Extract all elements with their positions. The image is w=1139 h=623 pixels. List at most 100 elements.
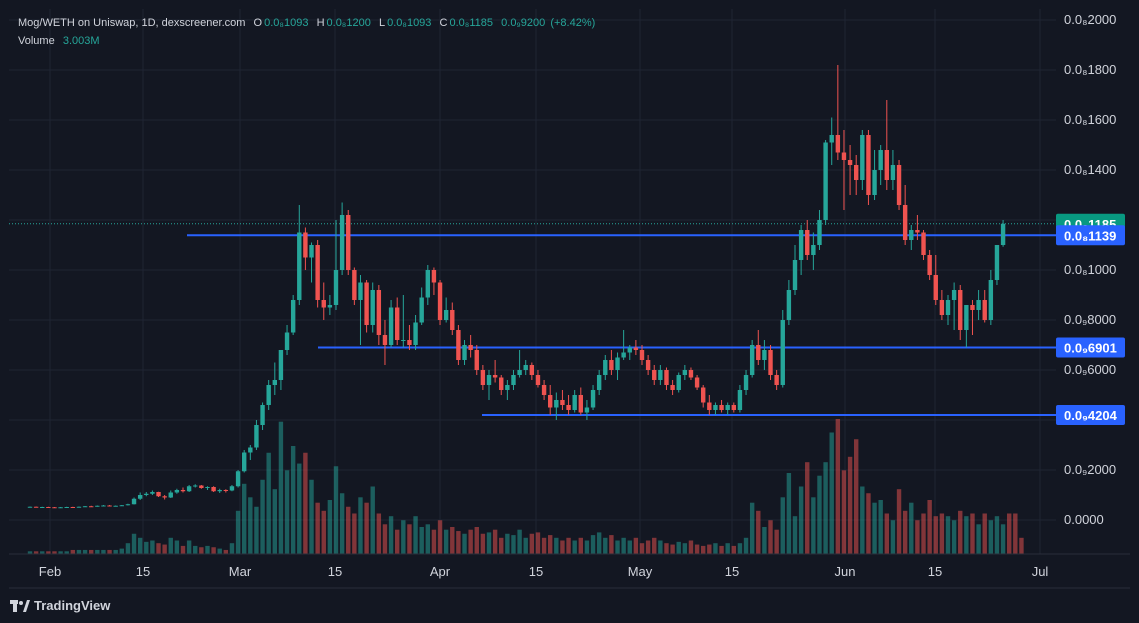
volume-bar-up — [823, 462, 828, 554]
volume-bar-down — [933, 516, 938, 554]
candle-up — [272, 380, 277, 385]
candle-up — [76, 506, 82, 508]
volume-bar-up — [462, 533, 467, 554]
volume-bar-down — [315, 502, 320, 554]
volume-bar-up — [125, 543, 131, 554]
volume-bar-down — [896, 489, 902, 554]
candle-up — [333, 270, 339, 305]
volume-bar-up — [872, 502, 877, 554]
volume-bar-up — [596, 532, 602, 554]
candle-up — [860, 135, 865, 180]
volume-bar-up — [40, 551, 45, 554]
candle-up — [278, 350, 284, 380]
high-value: 0.0₈1200 — [326, 17, 371, 29]
candlesticks — [27, 65, 1006, 509]
candle-down — [566, 405, 571, 410]
candle-up — [131, 498, 137, 505]
candle-up — [266, 385, 271, 405]
candle-down — [492, 375, 498, 378]
candle-up — [82, 506, 88, 508]
x-tick-label: Feb — [39, 564, 61, 579]
volume-bar-up — [603, 537, 608, 554]
volume-bar-down — [652, 537, 657, 554]
volume-bar-down — [529, 533, 535, 554]
x-tick-label: Apr — [430, 564, 451, 579]
change-percent: (+8.42%) — [550, 17, 596, 29]
candle-up — [235, 471, 241, 487]
volume-bar-up — [676, 541, 681, 554]
candle-up — [596, 375, 602, 390]
volume-bar-down — [970, 513, 975, 554]
open-label: O — [253, 17, 263, 29]
candle-down — [884, 150, 889, 180]
candle-up — [737, 390, 743, 410]
volume-bar-down — [731, 545, 736, 554]
volume-bar-down — [566, 537, 571, 554]
volume-bar-up — [780, 497, 785, 554]
volume-bar-up — [878, 500, 883, 554]
candle-up — [370, 290, 375, 325]
candle-down — [958, 290, 963, 330]
time-axis[interactable]: Feb 15 Mar 15 Apr 15 May 15 Jun 15 Jul — [39, 564, 1049, 579]
volume-bar-up — [284, 470, 290, 554]
candle-up — [443, 310, 449, 320]
volume-bar-down — [492, 529, 498, 554]
candle-down — [578, 395, 583, 413]
candle-up — [401, 340, 406, 341]
candle-down — [162, 496, 167, 498]
volume-bar-down — [560, 540, 565, 554]
candle-up — [95, 505, 100, 507]
volume-bar-down — [407, 524, 412, 554]
volume-bar-down — [609, 535, 614, 554]
candle-up — [419, 297, 424, 323]
volume-bar-down — [902, 510, 908, 554]
candle-down — [395, 307, 400, 340]
volume-bar-down — [211, 547, 216, 554]
candle-down — [303, 232, 308, 258]
candle-up — [743, 375, 749, 390]
volume-bar-up — [572, 540, 577, 554]
candle-down — [541, 385, 547, 395]
volume-bar-up — [168, 537, 173, 554]
candle-down — [731, 405, 736, 410]
tradingview-logo[interactable]: TradingView — [10, 598, 110, 613]
level-badge: 0.0₉4204 — [1064, 408, 1118, 423]
candle-up — [584, 407, 590, 413]
candle-down — [927, 255, 932, 275]
volume-bar-down — [805, 462, 810, 554]
volume-bar-up — [290, 446, 296, 554]
y-tick-label: 0.0₉6000 — [1064, 362, 1116, 377]
candle-down — [645, 360, 651, 370]
volume-legend: Volume 3.003M — [18, 35, 102, 47]
volume-bar-up — [113, 549, 118, 554]
candle-down — [364, 282, 369, 325]
candle-up — [248, 447, 253, 453]
volume-bar-down — [541, 537, 547, 554]
candle-up — [174, 490, 180, 493]
candle-down — [933, 275, 938, 300]
price-axis[interactable]: 0.0₈20000.0₈18000.0₈16000.0₈14000.0₈1200… — [1064, 12, 1116, 527]
candle-down — [970, 305, 975, 310]
volume-bar-down — [474, 527, 479, 554]
tradingview-icon — [10, 599, 30, 612]
volume-bar-down — [982, 513, 987, 554]
x-tick-label: 15 — [529, 564, 543, 579]
volume-bar-up — [749, 502, 755, 554]
volume-bar-down — [639, 543, 645, 554]
volume-bar-up — [792, 516, 798, 554]
candle-up — [621, 352, 626, 358]
level-badge-bg — [1056, 337, 1125, 358]
volume-bar-up — [150, 540, 155, 554]
volume-bar-down — [915, 520, 920, 554]
candle-up — [462, 345, 467, 360]
candle-down — [915, 230, 920, 233]
candle-up — [511, 375, 516, 385]
candle-down — [352, 270, 357, 300]
volume-bar-down — [346, 506, 351, 554]
candle-down — [529, 365, 535, 375]
candle-up — [217, 490, 222, 492]
volume-bar-down — [46, 551, 51, 554]
candle-down — [921, 232, 926, 255]
